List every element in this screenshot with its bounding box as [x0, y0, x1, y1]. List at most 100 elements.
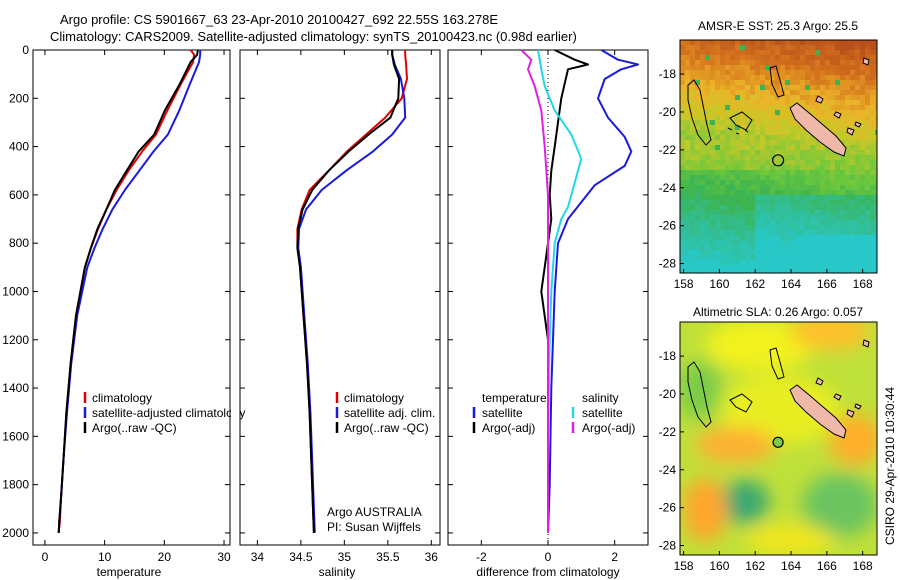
- sst-cell: [745, 200, 751, 206]
- sst-cell: [870, 260, 876, 266]
- sst-cell: [770, 80, 776, 86]
- sst-cell: [680, 195, 686, 201]
- sst-cell: [715, 170, 721, 176]
- sst-cell: [860, 190, 866, 196]
- sst-cell: [755, 80, 761, 86]
- sst-cell: [785, 180, 791, 186]
- sst-cell: [850, 225, 856, 231]
- sst-cell: [875, 195, 877, 201]
- sst-cell: [685, 125, 691, 131]
- sst-cell: [695, 215, 701, 221]
- sst-cell: [710, 60, 716, 66]
- sla-coast-west-island: [687, 361, 712, 428]
- sst-cell: [785, 160, 791, 166]
- sst-cell: [740, 195, 746, 201]
- sst-cell: [875, 120, 877, 126]
- sst-cell: [795, 215, 801, 221]
- sst-cell: [705, 80, 711, 86]
- sst-cell: [850, 185, 856, 191]
- sst-cell: [805, 200, 811, 206]
- header-line-1: Argo profile: CS 5901667_63 23-Apr-2010 …: [60, 12, 498, 27]
- sst-cell: [690, 220, 696, 226]
- sst-cell: [745, 175, 751, 181]
- sst-cell: [775, 105, 781, 111]
- sst-cell: [695, 120, 701, 126]
- sst-cell: [680, 220, 686, 226]
- sst-cell: [720, 240, 726, 246]
- sst-cell: [745, 60, 751, 66]
- sst-cell: [745, 220, 751, 226]
- sst-cell: [750, 190, 756, 196]
- sst-cell: [785, 230, 791, 236]
- sst-cell: [840, 250, 846, 256]
- sst-cell: [840, 255, 846, 261]
- sst-cell: [770, 240, 776, 246]
- sst-cell: [685, 160, 691, 166]
- sst-cell: [700, 205, 706, 211]
- sst-cell: [830, 105, 836, 111]
- sst-cell: [835, 45, 841, 51]
- sst-cell: [735, 100, 741, 106]
- sst-cell: [680, 245, 686, 251]
- sst-cell: [840, 105, 846, 111]
- sst-cell: [765, 220, 771, 226]
- sst-cell: [850, 85, 856, 91]
- sst-cell: [680, 45, 686, 51]
- sst-cell: [730, 255, 736, 261]
- sst-cell: [785, 145, 791, 151]
- sst-cell: [715, 210, 721, 216]
- sst-cell: [790, 135, 796, 141]
- sst-cell: [845, 80, 851, 86]
- sst-cell: [755, 160, 761, 166]
- sst-cell: [845, 160, 851, 166]
- sst-cell: [715, 110, 721, 116]
- sst-cell: [795, 260, 801, 266]
- sst-cell: [745, 150, 751, 156]
- sst-cell: [720, 60, 726, 66]
- sst-cell: [760, 85, 766, 91]
- sst-cell: [780, 105, 786, 111]
- sla-map-title: Altimetric SLA: 0.26 Argo: 0.057: [693, 305, 863, 319]
- sst-cell: [785, 245, 791, 251]
- sst-cell: [705, 100, 711, 106]
- sst-cell: [825, 215, 831, 221]
- sst-cell: [795, 160, 801, 166]
- sst-cell: [685, 200, 691, 206]
- sst-cell: [705, 200, 711, 206]
- sst-cell: [825, 115, 831, 121]
- sst-cell: [790, 230, 796, 236]
- sst-cell: [830, 205, 836, 211]
- annotation-argo-australia: Argo AUSTRALIA: [327, 505, 422, 519]
- sst-cell: [870, 120, 876, 126]
- sst-cell: [800, 215, 806, 221]
- sst-cell: [830, 215, 836, 221]
- sst-cell: [715, 80, 721, 86]
- sst-cell: [700, 250, 706, 256]
- sst-cell: [840, 130, 846, 136]
- sst-cell: [710, 165, 716, 171]
- sst-cell: [840, 270, 846, 273]
- temperature-ytick-label: 400: [9, 140, 29, 154]
- sst-cell: [740, 55, 746, 61]
- legend-label-sal-satellite: satellite adj. clim.: [344, 406, 435, 420]
- sst-cell: [765, 180, 771, 186]
- sst-cell: [790, 240, 796, 246]
- sst-cell: [785, 205, 791, 211]
- sst-cell: [775, 180, 781, 186]
- sst-cell: [815, 165, 821, 171]
- sst-cell: [785, 150, 791, 156]
- sst-cell: [830, 150, 836, 156]
- sst-cell: [715, 75, 721, 81]
- sst-cell: [685, 115, 691, 121]
- sst-cell: [740, 65, 746, 71]
- sst-cell: [735, 105, 741, 111]
- sst-cell: [725, 125, 731, 131]
- sst-cell: [810, 60, 816, 66]
- sst-cell: [850, 115, 856, 121]
- sst-cell: [725, 95, 731, 101]
- sst-cell: [765, 130, 771, 136]
- sst-cell: [745, 185, 751, 191]
- sst-cell: [850, 255, 856, 261]
- sst-cell: [720, 90, 726, 96]
- sst-cell: [825, 160, 831, 166]
